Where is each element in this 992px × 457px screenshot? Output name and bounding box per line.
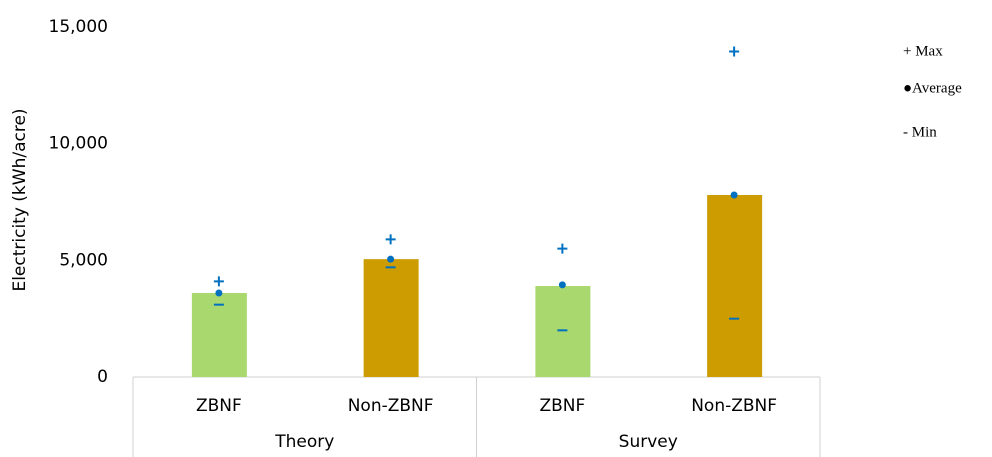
average-marker xyxy=(387,255,395,263)
bar xyxy=(191,293,247,377)
group-label: Survey xyxy=(619,432,678,452)
max-marker xyxy=(213,276,224,287)
average-marker xyxy=(730,191,738,199)
legend-label: ●Average xyxy=(903,80,962,96)
max-marker xyxy=(557,243,568,254)
y-axis-label: Electricity (kWh/acre) xyxy=(10,108,30,291)
x-tick-label: Non-ZBNF xyxy=(691,396,777,416)
y-tick-label: 15,000 xyxy=(49,17,108,37)
legend-label: - Min xyxy=(903,124,937,140)
bar xyxy=(363,259,419,377)
group-label: Theory xyxy=(274,432,334,452)
x-tick-label: ZBNF xyxy=(539,396,585,416)
average-marker xyxy=(558,281,566,289)
bar xyxy=(535,286,591,377)
average-marker xyxy=(215,289,223,297)
y-tick-label: 0 xyxy=(97,367,108,387)
y-tick-label: 10,000 xyxy=(49,134,108,154)
bar xyxy=(707,195,763,377)
max-marker xyxy=(385,234,396,245)
legend-label: + Max xyxy=(903,43,943,59)
x-tick-label: Non-ZBNF xyxy=(348,396,434,416)
x-tick-label: ZBNF xyxy=(196,396,242,416)
y-tick-label: 5,000 xyxy=(59,250,108,270)
max-marker xyxy=(729,46,740,57)
